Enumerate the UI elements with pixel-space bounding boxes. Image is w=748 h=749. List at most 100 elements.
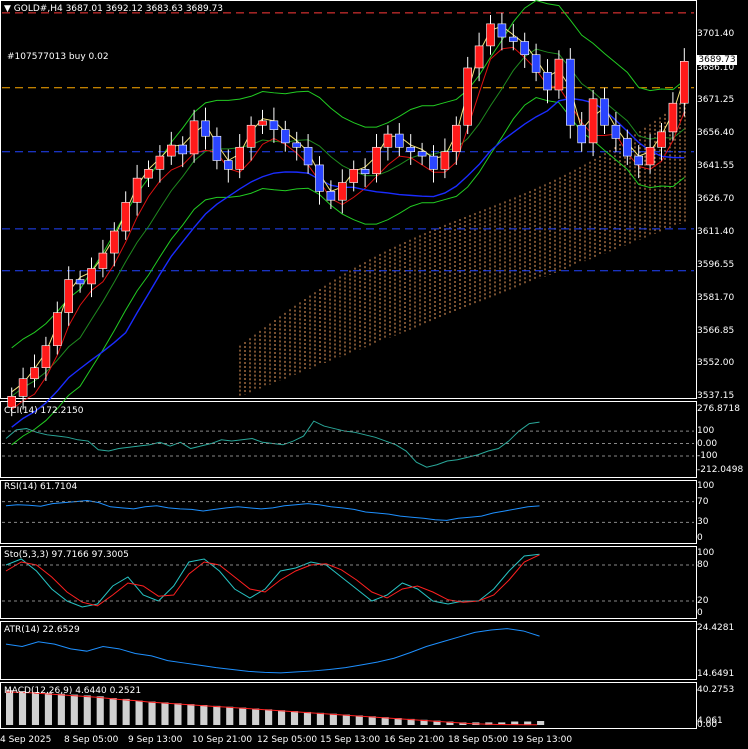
macd-histogram-bar xyxy=(485,722,493,725)
indicator-axis-label: 4.061 xyxy=(697,716,723,727)
candle-body xyxy=(497,23,507,38)
macd-histogram-bar xyxy=(6,690,14,725)
candle-body xyxy=(417,151,427,157)
macd-histogram-bar xyxy=(252,708,260,725)
indicator-axis-label: 100 xyxy=(697,426,715,437)
candle-body xyxy=(588,98,598,144)
indicator-values-line xyxy=(5,628,540,674)
macd-histogram-bar xyxy=(200,705,208,725)
price-axis-label: 3626.70 xyxy=(697,193,735,204)
candle-body xyxy=(600,98,609,126)
ohlc-values: 3687.01 3692.12 3683.63 3689.73 xyxy=(65,4,224,14)
current-price-tag: 3689.73 xyxy=(697,55,737,65)
rsi-title: RSI(14) 61.7104 xyxy=(4,482,78,492)
indicator-axis-label: -212.0498 xyxy=(697,465,744,475)
indicator-values-line xyxy=(5,420,540,468)
indicator-axis-label: -100 xyxy=(697,451,718,462)
macd-histogram-bar xyxy=(524,721,532,725)
macd-histogram-bar xyxy=(239,707,247,725)
macd-histogram-bar xyxy=(511,721,519,725)
candle-body xyxy=(645,146,655,166)
candle-body xyxy=(474,45,484,69)
order-label[interactable]: #107577013 buy 0.02 xyxy=(7,52,109,62)
bollinger-bands xyxy=(11,0,685,446)
candle-body xyxy=(178,144,187,155)
macd-histogram-bar xyxy=(44,692,52,725)
stochastic-pane[interactable] xyxy=(0,546,697,619)
macd-histogram-bar xyxy=(109,698,117,725)
time-axis-label: 12 Sep 05:00 xyxy=(257,735,318,745)
price-axis-label: 3537.15 xyxy=(697,391,735,401)
candle-body xyxy=(246,124,256,148)
cci-pane[interactable] xyxy=(0,401,697,478)
atr-pane[interactable] xyxy=(0,621,697,680)
candle-body xyxy=(406,146,415,152)
candle-body xyxy=(395,133,404,148)
macd-histogram-bar xyxy=(537,721,545,725)
price-axis-label: 3686.10 xyxy=(697,62,735,73)
candle-body xyxy=(53,312,62,346)
time-axis-label: 15 Sep 13:00 xyxy=(320,735,381,745)
macd-histogram-bar xyxy=(355,715,363,725)
macd-histogram-bar xyxy=(187,704,195,725)
macd-histogram-bar xyxy=(394,718,402,725)
candle-body xyxy=(189,120,199,155)
candle-body xyxy=(531,54,541,73)
time-axis-label: 10 Sep 21:00 xyxy=(192,735,253,745)
candle-body xyxy=(30,367,39,379)
indicator-values-line xyxy=(5,500,540,521)
ichimoku-cloud xyxy=(239,99,686,396)
symbol-timeframe: GOLD#,H4 xyxy=(13,4,63,14)
indicator-signal-line xyxy=(5,554,540,607)
candle-body xyxy=(144,169,153,179)
candlesticks[interactable] xyxy=(7,12,689,417)
macd-histogram-bar xyxy=(433,720,441,725)
indicator-axis-label: 0.00 xyxy=(697,720,718,730)
price-axis-label: 3581.70 xyxy=(697,292,735,303)
macd-pane[interactable] xyxy=(0,682,697,729)
moving-average-line xyxy=(11,97,685,428)
price-axis-label: 3611.40 xyxy=(697,227,735,238)
candle-body xyxy=(98,252,108,269)
macd-title: MACD(12,26,9) 4.6440 0.2521 xyxy=(4,686,142,696)
main-chart-pane[interactable] xyxy=(0,0,697,399)
macd-histogram-bar xyxy=(446,721,454,725)
macd-histogram-bar xyxy=(368,716,376,725)
macd-histogram-bar xyxy=(316,712,324,725)
macd-histogram-bar xyxy=(459,722,467,725)
atr-title: ATR(14) 22.6529 xyxy=(4,625,80,635)
candle-body xyxy=(41,345,51,368)
candle-body xyxy=(543,72,552,91)
candle-body xyxy=(452,124,461,152)
candle-body xyxy=(7,396,16,408)
indicator-axis-label: 80 xyxy=(697,560,709,570)
macd-histogram-bar xyxy=(213,705,221,725)
candle-body xyxy=(18,378,28,397)
candle-body xyxy=(132,177,142,203)
candle-body xyxy=(360,169,370,175)
price-axis-label: 3656.40 xyxy=(697,128,735,139)
indicator-lines xyxy=(2,420,694,726)
stochastic-title: Sto(5,3,3) 97.7166 97.3005 xyxy=(4,550,129,560)
macd-histogram-bar xyxy=(226,706,234,725)
rsi-pane[interactable] xyxy=(0,480,697,544)
candle-body xyxy=(167,144,176,157)
candle-body xyxy=(315,164,324,192)
macd-histogram-bar xyxy=(265,709,273,725)
dropdown-triangle-icon[interactable]: ▼ xyxy=(4,4,11,14)
candle-body xyxy=(577,124,586,144)
candle-body xyxy=(463,67,472,126)
indicator-axis-label: 100 xyxy=(697,481,715,491)
candle-body xyxy=(235,146,244,170)
candle-body xyxy=(201,120,210,137)
horizontal-levels[interactable] xyxy=(2,12,694,272)
candle-body xyxy=(623,138,632,157)
price-axis-label: 3671.25 xyxy=(697,95,735,106)
macd-histogram-bar xyxy=(407,718,415,725)
candle-body xyxy=(269,120,279,130)
candle-body xyxy=(668,102,678,133)
indicator-axis-label: 0 xyxy=(697,533,703,543)
candle-body xyxy=(258,120,267,126)
macd-histogram-bar xyxy=(148,701,156,725)
